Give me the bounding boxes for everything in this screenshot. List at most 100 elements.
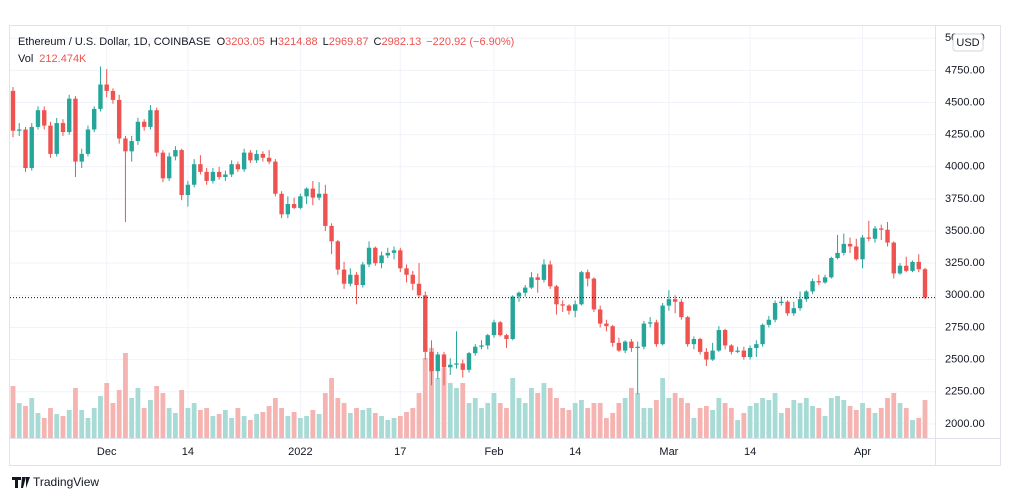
volume-bar — [454, 388, 459, 438]
volume-bar — [522, 403, 528, 438]
volume-bar — [185, 408, 191, 438]
candle-body — [216, 171, 222, 178]
volume-bar — [166, 408, 172, 438]
candle-body — [454, 363, 459, 365]
candle-body — [160, 152, 166, 179]
candle-body — [572, 304, 578, 311]
candle-body — [348, 274, 353, 284]
volume-bar — [472, 398, 478, 438]
volume-bar — [160, 393, 166, 438]
volume-bar — [828, 398, 834, 438]
y-tick-label: 4500.00 — [945, 96, 985, 108]
candle-body — [85, 129, 91, 154]
candle-body — [17, 129, 22, 131]
volume-bar — [485, 403, 491, 438]
volume-bar — [266, 406, 272, 438]
candle-body — [441, 354, 447, 368]
volume-bar — [222, 410, 228, 438]
x-tick-label: Feb — [485, 446, 504, 458]
grid — [10, 26, 935, 438]
volume-bar — [903, 408, 909, 438]
candle-body — [922, 269, 928, 298]
volume-bar — [753, 403, 759, 438]
x-tick-label: 14 — [182, 446, 194, 458]
volume-bar — [173, 413, 178, 438]
volume-bar — [560, 408, 566, 438]
volume-bar — [260, 412, 266, 438]
volume-bar — [247, 420, 253, 438]
candle-body — [554, 286, 559, 305]
volume-bar — [35, 413, 41, 438]
candle-body — [473, 346, 478, 354]
volume-bar — [385, 420, 391, 438]
candle-body — [616, 342, 622, 351]
candle-body — [398, 250, 403, 269]
volume-bar — [110, 403, 116, 438]
candle-body — [423, 295, 428, 352]
volume-bar — [379, 416, 384, 438]
volume-bar — [60, 416, 66, 438]
brand-name: TradingView — [33, 475, 99, 489]
candle-body — [716, 330, 722, 351]
brand-logo — [12, 477, 30, 488]
volume-bar — [878, 408, 884, 438]
volume-bar — [154, 386, 160, 438]
y-tick-label: 4750.00 — [945, 64, 985, 76]
volume-bar — [460, 383, 466, 438]
volume-bar — [204, 408, 210, 438]
x-tick-label: 14 — [744, 446, 756, 458]
ohlc-value: 2982.13 — [381, 36, 421, 48]
candle-body — [804, 291, 809, 300]
volume-bar — [272, 398, 278, 438]
volume-bar — [210, 416, 216, 438]
candle-body — [660, 305, 665, 345]
candle-body — [816, 281, 822, 283]
volume-bar — [678, 398, 684, 438]
volume-bar — [585, 408, 591, 438]
candle-body — [579, 272, 584, 305]
candle-body — [766, 319, 772, 325]
candle-body — [285, 204, 291, 215]
volume-bar — [279, 408, 285, 438]
volume-bar — [535, 393, 541, 438]
volume-bar — [816, 408, 822, 438]
symbol-title: Ethereum / U.S. Dollar, 1D, COINBASE — [18, 36, 211, 48]
candle-body — [516, 292, 522, 297]
candle-body — [597, 309, 603, 324]
volume-bar — [741, 413, 747, 438]
candle-body — [697, 339, 703, 352]
volume-bar — [197, 410, 203, 438]
candle-body — [54, 123, 59, 154]
volume-bar — [366, 408, 372, 438]
volume-bar — [41, 418, 47, 438]
volume-bar — [466, 403, 472, 438]
volume-bar — [597, 403, 603, 438]
volume-bar — [847, 406, 853, 438]
candle-body — [279, 193, 284, 215]
volume-bar — [685, 403, 691, 438]
volume-bar — [141, 408, 147, 438]
candle-body — [672, 299, 678, 302]
candle-body — [316, 193, 322, 198]
volume-bar — [135, 388, 141, 438]
volume-bar — [29, 398, 35, 438]
volume-bar — [391, 418, 397, 438]
volume-bar — [916, 418, 922, 438]
volume-bar — [297, 418, 303, 438]
volume-bar — [491, 393, 497, 438]
candle-body — [829, 258, 834, 278]
candle-body — [323, 193, 328, 226]
volume-legend: Vol 212.474K — [18, 53, 87, 65]
candle-body — [897, 265, 903, 274]
volume-bar — [447, 383, 453, 438]
candle-body — [760, 324, 765, 345]
brand: TradingView — [12, 475, 99, 489]
volume-bar — [697, 408, 703, 438]
volume-bar — [310, 410, 316, 438]
candle-body — [566, 305, 572, 311]
candle-body — [429, 351, 434, 372]
x-tick-label: Apr — [854, 446, 871, 458]
volume-bar — [285, 416, 291, 438]
candle-body — [379, 255, 384, 264]
x-tick-label: Dec — [97, 446, 117, 458]
